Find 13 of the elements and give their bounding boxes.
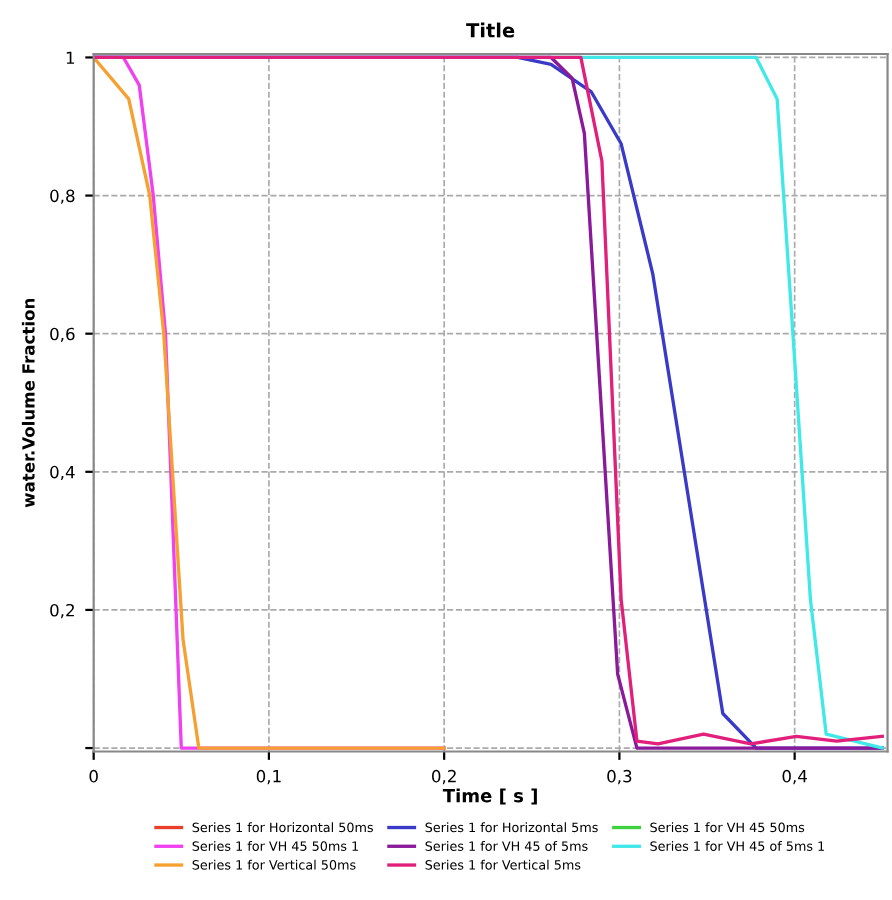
x-tick-label: 0,3 — [607, 769, 632, 785]
x-tick-label: 0 — [89, 769, 98, 783]
x-tick-label: 0,4 — [782, 769, 807, 785]
y-axis-title: water.Volume Fraction — [21, 298, 35, 508]
y-tick-label: 1 — [66, 51, 75, 64]
y-tick-label: 0,4 — [50, 465, 75, 481]
y-tick-label: 0,2 — [50, 603, 74, 619]
y-tick-label: 0,8 — [50, 189, 75, 204]
x-axis-title: Time [ s ] — [442, 788, 537, 805]
x-tick-label: 0,1 — [256, 769, 281, 785]
y-tick-label: 0,6 — [50, 327, 75, 342]
x-tick-label: 0,2 — [432, 769, 456, 785]
chart-title: Title — [466, 22, 515, 38]
